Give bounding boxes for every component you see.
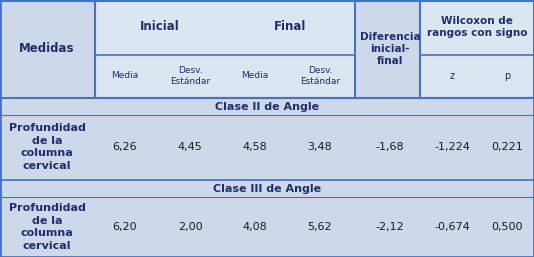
Text: Desv.
Estándar: Desv. Estándar (170, 66, 210, 86)
Text: Profundidad
de la
columna
cervical: Profundidad de la columna cervical (9, 203, 85, 251)
Text: Media: Media (112, 71, 139, 80)
Text: -0,674: -0,674 (434, 222, 470, 232)
Text: Clase II de Angle: Clase II de Angle (215, 102, 319, 112)
Bar (420, 0, 534, 98)
Text: z: z (450, 71, 454, 81)
Text: 0,221: 0,221 (491, 142, 523, 152)
Bar (0, 180, 534, 197)
Text: 4,08: 4,08 (242, 222, 268, 232)
Text: 0,500: 0,500 (491, 222, 523, 232)
Text: p: p (504, 71, 510, 81)
Text: 6,26: 6,26 (113, 142, 137, 152)
Text: -1,224: -1,224 (434, 142, 470, 152)
Text: Media: Media (241, 71, 269, 80)
Text: Wilcoxon de
rangos con signo: Wilcoxon de rangos con signo (427, 16, 527, 38)
Text: -2,12: -2,12 (375, 222, 404, 232)
Bar (0, 115, 534, 180)
Bar (95, 0, 355, 98)
Text: Inicial: Inicial (140, 21, 180, 33)
Text: Medidas: Medidas (19, 42, 75, 56)
Text: Clase III de Angle: Clase III de Angle (213, 183, 321, 194)
Text: 6,20: 6,20 (113, 222, 137, 232)
Text: -1,68: -1,68 (376, 142, 404, 152)
Text: 5,62: 5,62 (308, 222, 332, 232)
Text: 2,00: 2,00 (178, 222, 202, 232)
Text: 3,48: 3,48 (308, 142, 332, 152)
Text: 4,58: 4,58 (242, 142, 268, 152)
Text: Final: Final (274, 21, 306, 33)
Text: Desv.
Estándar: Desv. Estándar (300, 66, 340, 86)
Bar (0, 197, 534, 257)
Text: 4,45: 4,45 (178, 142, 202, 152)
Text: Diferencia
inicial-
final: Diferencia inicial- final (360, 32, 420, 66)
Text: Profundidad
de la
columna
cervical: Profundidad de la columna cervical (9, 123, 85, 171)
Bar (0, 98, 534, 115)
